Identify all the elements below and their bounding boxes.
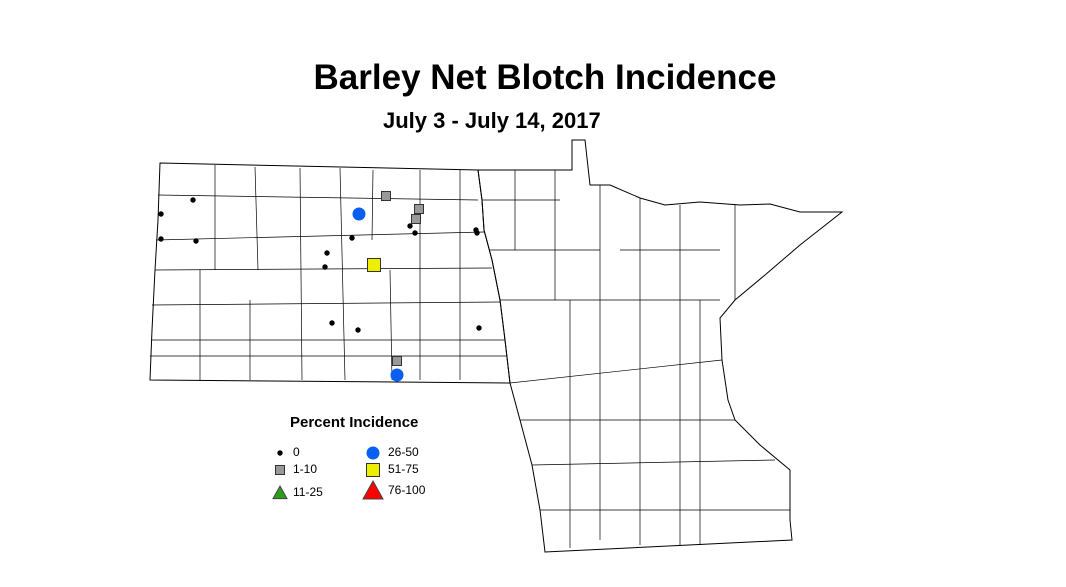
- map-subtitle: July 3 - July 14, 2017: [383, 108, 601, 133]
- county-boundary: [509, 359, 723, 384]
- legend-label: 26-50: [388, 445, 419, 459]
- legend-symbol-circle-icon: [366, 446, 380, 460]
- county-boundary: [157, 194, 479, 201]
- observation-marker-0: [158, 236, 164, 242]
- county-boundary: [151, 301, 501, 306]
- legend-label: 51-75: [388, 462, 419, 476]
- observation-marker-1-10: [392, 356, 402, 366]
- map-title: Barley Net Blotch Incidence: [313, 58, 777, 97]
- county-boundary: [531, 459, 776, 466]
- observation-marker-1-10: [411, 214, 421, 224]
- legend-label: 76-100: [388, 483, 426, 497]
- legend-symbol-triangle-icon: [362, 479, 384, 500]
- legend-label: 1-10: [293, 462, 318, 476]
- county-boundary: [155, 231, 485, 241]
- minnesota-outline: [477, 139, 844, 553]
- county-boundary: [389, 269, 393, 381]
- observation-marker-1-10: [381, 191, 391, 201]
- observation-marker-0: [412, 230, 418, 236]
- legend-symbol-square-icon: [275, 465, 285, 475]
- observation-marker-0: [349, 235, 355, 241]
- legend-label: 0: [293, 445, 300, 459]
- observation-marker-0: [355, 327, 361, 333]
- county-boundary: [371, 169, 374, 241]
- observation-marker-0: [407, 223, 413, 229]
- observation-marker-1-10: [414, 204, 424, 214]
- observation-marker-26-50: [390, 368, 404, 382]
- observation-marker-0: [476, 325, 482, 331]
- observation-marker-0: [193, 238, 199, 244]
- observation-marker-26-50: [352, 207, 366, 221]
- legend-symbol-square-icon: [366, 463, 380, 477]
- legend-label: 11-25: [293, 485, 323, 499]
- observation-marker-0: [158, 211, 164, 217]
- observation-marker-0: [322, 264, 328, 270]
- county-boundary: [299, 167, 303, 381]
- observation-marker-0: [474, 230, 480, 236]
- legend-symbol-dot-icon: [277, 450, 283, 456]
- county-boundary: [339, 167, 346, 381]
- legend-symbol-triangle-icon: [272, 484, 288, 500]
- observation-marker-0: [190, 197, 196, 203]
- observation-marker-51-75: [367, 258, 381, 272]
- observation-marker-0: [324, 250, 330, 256]
- county-boundary: [254, 166, 259, 271]
- observation-marker-0: [329, 320, 335, 326]
- legend-title: Percent Incidence: [290, 414, 419, 431]
